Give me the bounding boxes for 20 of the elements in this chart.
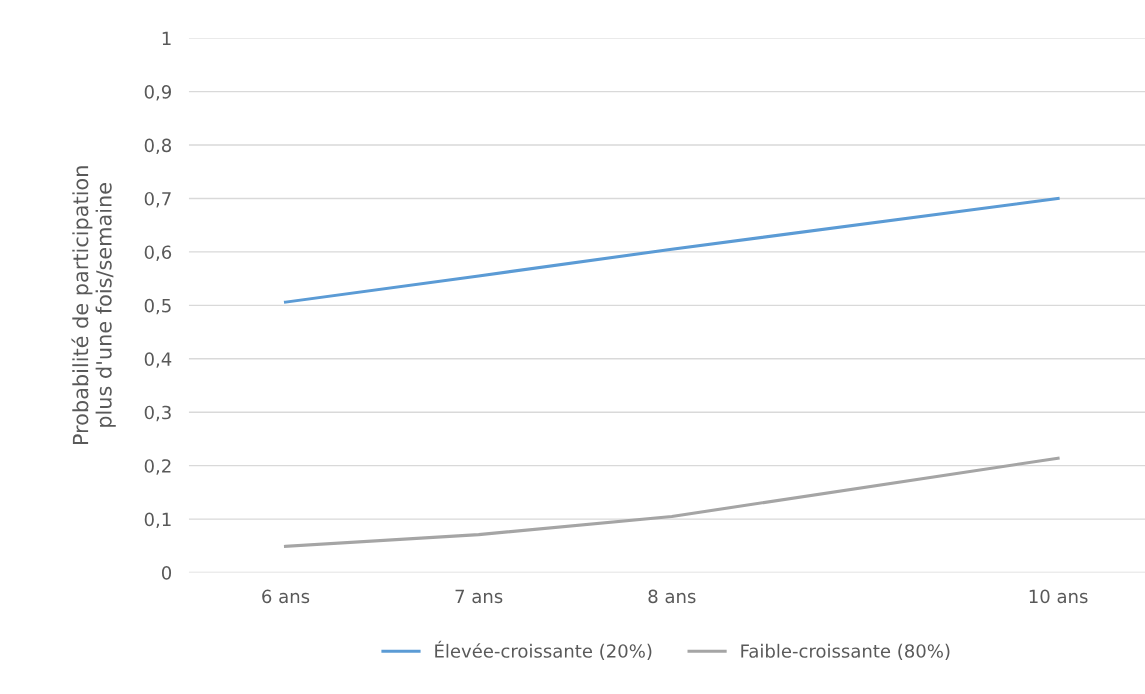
y-tick-label: 0,4 xyxy=(144,352,172,368)
line-series xyxy=(283,456,1060,548)
y-tick-label: 0,5 xyxy=(144,298,171,315)
y-tick-label: 1 xyxy=(162,31,171,46)
y-tick-label: 0,7 xyxy=(144,191,171,208)
x-tick-label: 6 ans xyxy=(262,589,310,604)
y-axis-title: Probabilité de participation plus d'une fois/semaine xyxy=(71,166,116,445)
y-tick-label: 0,3 xyxy=(144,405,171,422)
y-tick-label: 0 xyxy=(161,566,172,580)
y-tick-label: 0,8 xyxy=(144,138,172,154)
x-tick-label: 7 ans xyxy=(455,589,503,604)
y-tick-label: 0,6 xyxy=(144,245,172,261)
legend-label: Faible-croissante (80%) xyxy=(741,643,950,660)
y-tick-label: 0,9 xyxy=(144,85,171,101)
y-tick-label: 0,1 xyxy=(144,512,171,529)
legend-label: Élevée-croissante (20%) xyxy=(435,640,652,660)
x-tick-label: 10 ans xyxy=(1029,589,1088,604)
x-tick-label: 8 ans xyxy=(648,589,696,604)
line-series xyxy=(283,196,1060,304)
y-tick-label: 0,2 xyxy=(144,459,171,475)
